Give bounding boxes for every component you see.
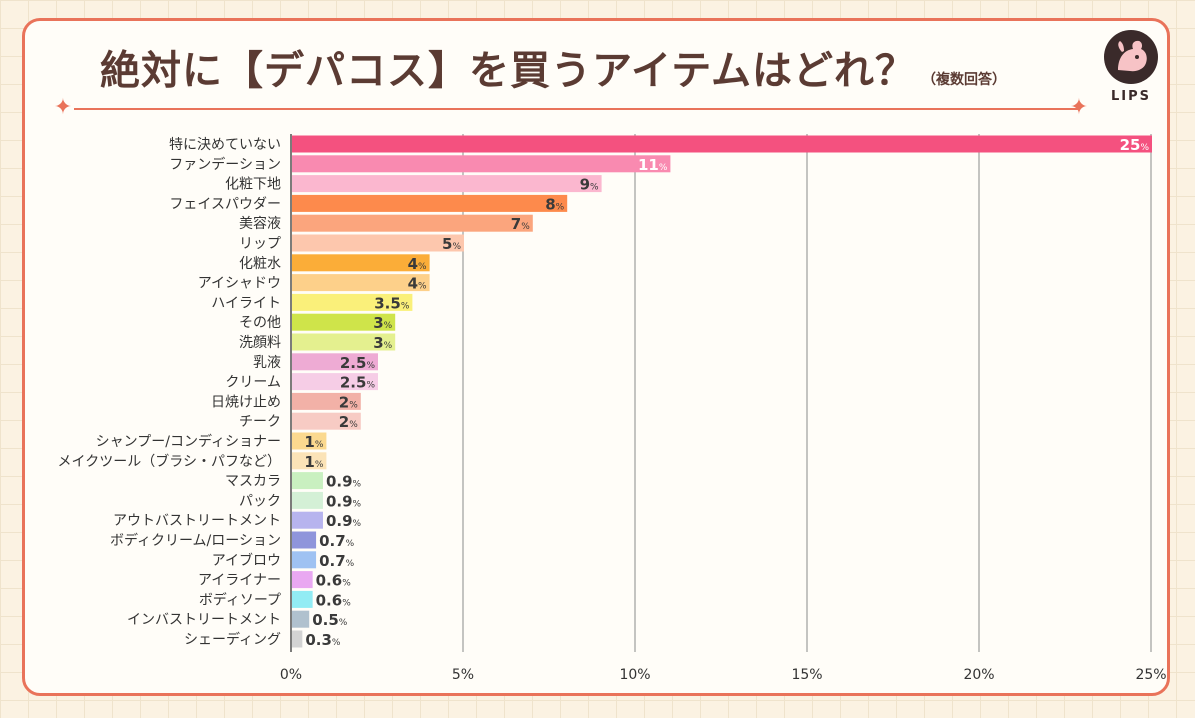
value-label: 3% <box>373 314 392 332</box>
x-tick-label: 20% <box>963 667 994 683</box>
value-label: 9% <box>580 176 599 194</box>
category-label: ボディソープ <box>199 591 281 608</box>
value-label: 0.6% <box>316 572 352 590</box>
category-label: 洗顔料 <box>239 335 281 351</box>
value-label: 2% <box>339 413 358 431</box>
bar <box>292 432 327 450</box>
bar <box>292 590 313 608</box>
value-label: 4% <box>408 255 427 273</box>
category-label: その他 <box>239 315 281 331</box>
category-label: リップ <box>239 236 281 252</box>
bar <box>292 293 413 311</box>
value-label: 25% <box>1120 136 1150 154</box>
bar <box>292 571 313 589</box>
bar <box>292 412 361 430</box>
bar <box>292 194 568 212</box>
category-label: 美容液 <box>239 215 281 232</box>
category-label: パック <box>239 493 281 509</box>
title-underline <box>74 108 1080 110</box>
bar <box>292 313 396 331</box>
bar <box>292 214 533 232</box>
bar <box>292 333 396 351</box>
bar <box>292 254 430 272</box>
lips-logo-text: LIPS <box>1110 89 1151 104</box>
bar <box>292 452 327 470</box>
bar <box>292 531 317 549</box>
category-label: メイクツール（ブラシ・パフなど） <box>58 453 281 470</box>
bar <box>292 234 464 252</box>
x-tick-label: 25% <box>1135 667 1166 683</box>
category-label: ボディクリーム/ローション <box>110 532 281 549</box>
category-label: 化粧水 <box>239 256 281 272</box>
bar <box>292 392 361 410</box>
value-label: 3.5% <box>374 294 410 312</box>
category-label: ハイライト <box>211 295 281 311</box>
value-label: 7% <box>511 215 530 233</box>
multiple-answer-note: （複数回答） <box>922 72 1006 88</box>
category-label: アイシャドウ <box>198 276 281 292</box>
value-label: 0.6% <box>316 591 352 609</box>
category-label: アイライナー <box>198 573 281 589</box>
x-tick-label: 5% <box>452 667 474 683</box>
category-label: マスカラ <box>225 474 281 490</box>
value-label: 0.5% <box>312 611 348 629</box>
bar <box>292 610 310 628</box>
value-label: 0.7% <box>319 532 355 550</box>
bar <box>292 274 430 292</box>
lips-logo-icon <box>1104 30 1158 84</box>
x-tick-label: 10% <box>619 667 650 683</box>
value-label: 0.9% <box>326 473 362 491</box>
bar <box>292 472 323 490</box>
value-label: 0.9% <box>326 512 362 530</box>
bar <box>292 511 323 529</box>
value-label: 4% <box>408 275 427 293</box>
bar <box>292 155 671 173</box>
value-label: 3% <box>373 334 392 352</box>
value-label: 0.3% <box>305 631 341 649</box>
category-label: 特に決めていない <box>169 137 281 153</box>
chart-title: 絶対に【デパコス】を買うアイテムはどれ？ <box>100 48 916 94</box>
category-label: 化粧下地 <box>225 177 281 193</box>
sparkle-right-icon: ✦ <box>1069 95 1089 120</box>
category-label: クリーム <box>225 375 281 391</box>
category-label: ファンデーション <box>169 156 281 173</box>
value-label: 2% <box>339 393 358 411</box>
category-label: アイブロウ <box>212 552 281 569</box>
bar <box>292 175 602 193</box>
category-label: 日焼け止め <box>211 394 281 410</box>
x-tick-label: 0% <box>280 667 302 683</box>
category-label: シェーディング <box>184 631 281 648</box>
value-label: 1% <box>304 453 323 471</box>
value-label: 0.9% <box>326 492 362 510</box>
x-tick-label: 15% <box>791 667 822 683</box>
category-label: フェイスパウダー <box>169 196 281 212</box>
category-label: アウトバストリートメント <box>113 513 281 529</box>
bar <box>292 373 378 391</box>
bar <box>292 630 303 648</box>
category-label: インバストリートメント <box>127 612 281 628</box>
bar <box>292 551 317 569</box>
value-label: 5% <box>442 235 461 253</box>
value-label: 0.7% <box>319 552 355 570</box>
category-label: シャンプー/コンディショナー <box>96 433 281 450</box>
bar <box>292 353 378 371</box>
sparkle-left-icon: ✦ <box>53 95 73 120</box>
category-label: 乳液 <box>253 355 281 371</box>
value-label: 11% <box>638 156 668 174</box>
title-block: 絶対に【デパコス】を買うアイテムはどれ？ （複数回答） <box>100 38 1006 98</box>
value-label: 8% <box>545 195 564 213</box>
value-label: 2.5% <box>340 374 376 392</box>
bar <box>292 491 323 509</box>
value-label: 1% <box>304 433 323 451</box>
value-label: 2.5% <box>340 354 376 372</box>
category-label: チーク <box>239 414 281 430</box>
bar <box>292 135 1152 153</box>
